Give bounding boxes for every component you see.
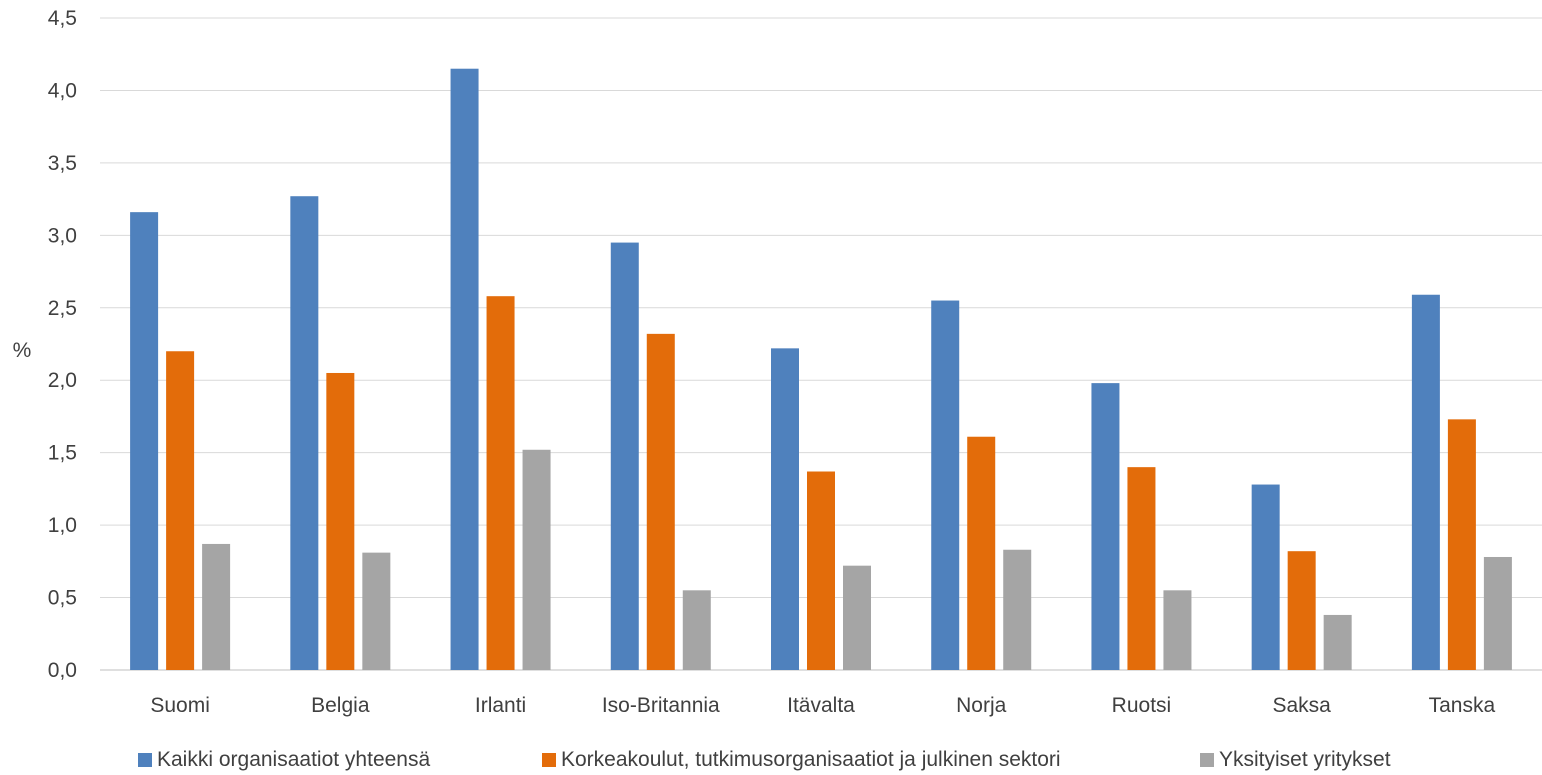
x-tick-label: Suomi	[150, 694, 210, 717]
legend-item-yksityiset: Yksityiset yritykset	[1200, 748, 1391, 772]
y-tick-label: 1,5	[48, 442, 77, 465]
bar	[1003, 549, 1032, 670]
y-tick-label: 1,0	[48, 514, 77, 537]
bar	[1287, 551, 1316, 670]
bar	[807, 471, 835, 670]
bar	[130, 212, 159, 670]
y-tick-label: 3,0	[48, 224, 77, 247]
bar	[202, 543, 231, 670]
legend-label: Yksityiset yritykset	[1219, 748, 1391, 771]
bars	[130, 68, 1512, 671]
bar	[522, 449, 551, 670]
y-tick-label: 2,5	[48, 297, 77, 320]
bar	[1251, 484, 1280, 670]
bar	[290, 196, 319, 671]
bar	[1483, 556, 1512, 670]
x-tick-label: Ruotsi	[1112, 694, 1172, 717]
y-tick-label: 4,0	[48, 79, 77, 102]
y-tick-label: 2,0	[48, 369, 77, 392]
bar	[362, 552, 391, 670]
x-tick-labels: Suomi Belgia Irlanti Iso-Britannia Itävalta N…	[150, 694, 1495, 717]
bar	[931, 300, 960, 670]
bar	[1447, 419, 1476, 670]
y-tick-label: 4,5	[48, 7, 77, 30]
y-tick-label: 3,5	[48, 152, 77, 175]
bar	[771, 348, 799, 670]
bar	[1411, 294, 1440, 670]
x-tick-label: Belgia	[311, 694, 370, 717]
bar	[646, 333, 675, 670]
legend-swatch	[1200, 753, 1214, 767]
x-tick-label: Tanska	[1429, 694, 1496, 717]
bar	[450, 68, 479, 670]
legend-swatch	[542, 753, 556, 767]
legend-item-kaikki: Kaikki organisaatiot yhteensä	[138, 748, 430, 772]
bar	[1127, 467, 1156, 670]
x-tick-label: Irlanti	[475, 694, 526, 717]
y-tick-label: 0,5	[48, 587, 77, 610]
legend-label: Korkeakoulut, tutkimusorganisaatiot ja j…	[561, 748, 1061, 771]
legend-label: Kaikki organisaatiot yhteensä	[157, 748, 431, 771]
bar	[967, 436, 996, 670]
bar	[1091, 383, 1120, 670]
y-tick-label: 0,0	[48, 659, 77, 682]
bar	[843, 565, 871, 670]
legend: Kaikki organisaatiot yhteensä Korkeakoul…	[0, 748, 1542, 774]
y-tick-labels: 0,0 0,5 1,0 1,5 2,0 2,5 3,0 3,5 4,0 4,5	[48, 7, 77, 682]
x-tick-label: Norja	[956, 694, 1007, 717]
legend-item-korkeakoulut: Korkeakoulut, tutkimusorganisaatiot ja j…	[542, 748, 1061, 772]
x-tick-label: Saksa	[1272, 694, 1331, 717]
bar	[1323, 614, 1352, 670]
bar	[610, 242, 639, 671]
bar	[166, 351, 195, 670]
bar-chart: 0,0 0,5 1,0 1,5 2,0 2,5 3,0 3,5 4,0 4,5 Suomi Belg…	[13, 7, 1542, 717]
x-tick-label: Itävalta	[787, 694, 855, 717]
bar	[326, 372, 355, 670]
y-axis-label: %	[13, 339, 32, 362]
x-tick-label: Iso-Britannia	[602, 694, 720, 717]
bar	[1163, 590, 1192, 670]
bar	[486, 296, 515, 670]
bar	[682, 590, 711, 670]
legend-swatch	[138, 753, 152, 767]
